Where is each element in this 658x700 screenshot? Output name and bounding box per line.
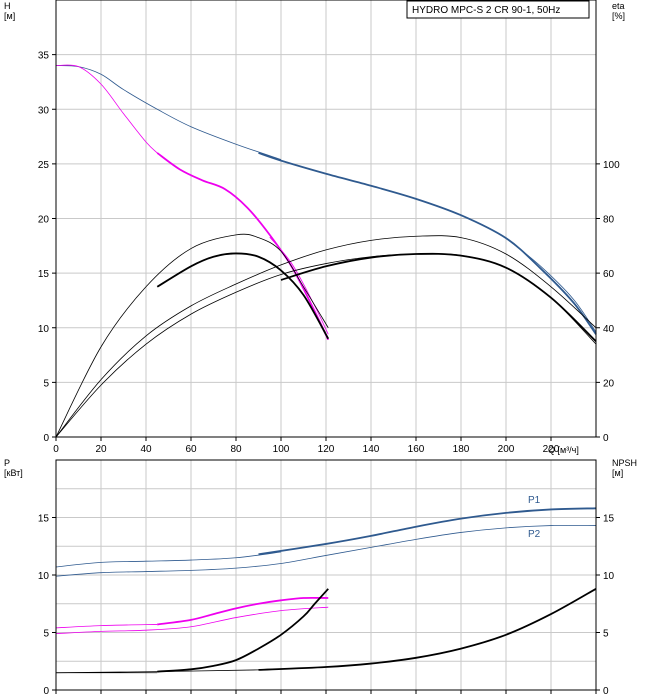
y2-tick-label: 80 — [603, 215, 615, 226]
y-tick-label: 15 — [38, 269, 50, 280]
y-tick-label: 35 — [38, 51, 50, 62]
series-line-2 — [55, 524, 597, 577]
x-tick-label: 0 — [53, 444, 59, 455]
y2-tick-label: 40 — [603, 324, 615, 335]
x-axis-label: Q [м³/ч] — [548, 445, 579, 455]
y2-tick-label: 100 — [603, 160, 620, 171]
y2-tick-label: 5 — [603, 629, 609, 640]
y2-tick-label: 60 — [603, 269, 615, 280]
x-tick-label: 60 — [185, 444, 197, 455]
series-line-7 — [157, 588, 329, 673]
bottom-ticks: 0 5 10 15 0 5 10 15 — [38, 514, 615, 698]
series-line-2 — [505, 237, 597, 333]
series-line-1 — [258, 152, 597, 335]
head-efficiency-panel: 0 5 10 15 20 25 30 35 0 20 40 60 80 100 0 20 40 60 80 100 12… — [4, 0, 625, 455]
x-tick-label: 20 — [95, 444, 107, 455]
series-line-5 — [269, 236, 329, 335]
y-tick-label: 5 — [43, 378, 49, 389]
y2-tick-label: 10 — [603, 571, 615, 582]
series-line-5 — [55, 606, 329, 635]
top-grid — [56, 0, 596, 437]
chart-title-box: HYDRO MPC-S 2 CR 90-1, 50Hz — [406, 0, 590, 19]
top-series — [55, 64, 597, 438]
y-tick-label: 5 — [43, 629, 49, 640]
y2-tick-label: 20 — [603, 378, 615, 389]
bottom-series — [55, 507, 597, 674]
y-tick-label: 20 — [38, 215, 50, 226]
x-tick-label: 120 — [318, 444, 335, 455]
series-line-8 — [55, 669, 259, 674]
y-tick-label: 15 — [38, 514, 50, 525]
series-line-6 — [55, 233, 329, 438]
left-axis-label-top: H [м] — [4, 1, 15, 21]
y2-tick-label: 0 — [603, 686, 609, 697]
x-tick-label: 80 — [230, 444, 242, 455]
series-line-9 — [280, 252, 597, 343]
right-axis-label-bottom: NPSH [м] — [612, 458, 637, 478]
x-tick-label: 180 — [453, 444, 470, 455]
series-line-0 — [55, 551, 282, 568]
y-tick-label: 30 — [38, 105, 50, 116]
series-line-4 — [156, 152, 330, 341]
series-line-9 — [258, 588, 597, 671]
y2-tick-label: 0 — [603, 433, 609, 444]
y-tick-label: 10 — [38, 324, 50, 335]
series-label-p1: P1 — [528, 495, 541, 506]
power-npsh-panel: 0 5 10 15 0 5 10 15 P [кВт] NPSH [м] P1 P2 — [4, 458, 637, 697]
series-line-4 — [157, 596, 329, 626]
series-line-8 — [55, 235, 597, 438]
series-line-10 — [55, 253, 597, 438]
top-ticks: 0 5 10 15 20 25 30 35 0 20 40 60 80 100 0 20 40 60 80 100 12… — [38, 51, 620, 455]
chart-title: HYDRO MPC-S 2 CR 90-1, 50Hz — [412, 5, 560, 16]
y-tick-label: 10 — [38, 571, 50, 582]
series-line-1 — [258, 507, 597, 556]
left-axis-label-bottom: P [кВт] — [4, 458, 23, 478]
series-line-7 — [156, 252, 330, 340]
series-line-3 — [55, 64, 158, 154]
x-tick-label: 160 — [408, 444, 425, 455]
x-tick-label: 40 — [140, 444, 152, 455]
y-tick-label: 0 — [43, 433, 49, 444]
bottom-grid — [56, 460, 596, 690]
title-box-border — [406, 0, 590, 19]
series-line-0 — [55, 65, 282, 160]
x-tick-label: 200 — [498, 444, 515, 455]
x-tick-label: 140 — [363, 444, 380, 455]
series-line-3 — [55, 624, 158, 629]
x-tick-label: 220 — [543, 444, 560, 455]
y-tick-label: 0 — [43, 686, 49, 697]
y2-tick-label: 15 — [603, 514, 615, 525]
y-tick-label: 25 — [38, 160, 50, 171]
series-label-p2: P2 — [528, 529, 541, 540]
right-axis-label-top: eta [%] — [612, 1, 625, 21]
x-tick-label: 100 — [273, 444, 290, 455]
